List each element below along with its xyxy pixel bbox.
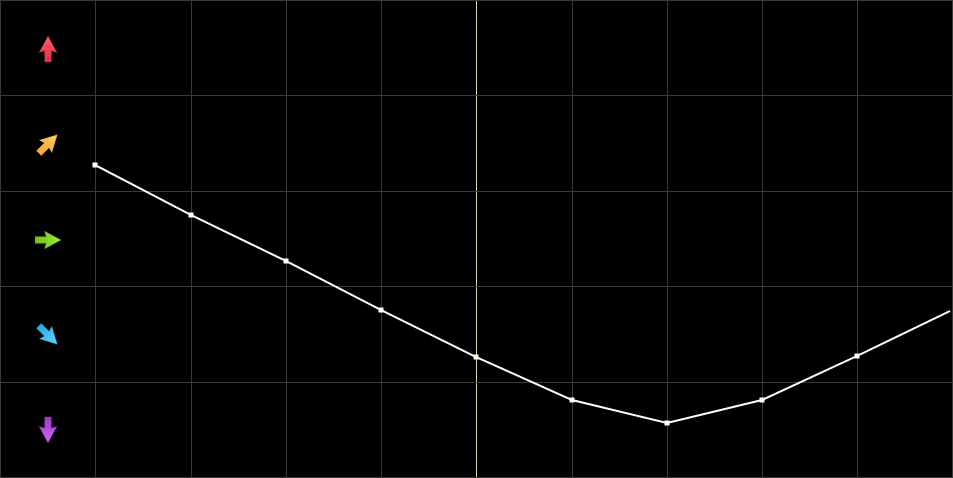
data-point-marker[interactable] <box>188 212 194 218</box>
data-point-marker[interactable] <box>664 420 670 426</box>
data-point-marker[interactable] <box>283 258 289 264</box>
arrow-body <box>35 134 57 156</box>
data-point-marker[interactable] <box>378 307 384 313</box>
arrow-right-icon <box>34 230 61 249</box>
data-point-marker[interactable] <box>92 162 98 168</box>
trend-polyline <box>94 164 951 425</box>
data-point-marker[interactable] <box>759 397 765 403</box>
trend-marker-group <box>92 162 860 426</box>
arrow-cell-north <box>0 1 95 96</box>
arrow-up-right-icon <box>35 134 57 156</box>
data-point-marker[interactable] <box>473 354 479 360</box>
arrow-up-icon <box>38 35 57 62</box>
arrow-cell-southeast <box>0 287 95 382</box>
arrow-body <box>35 322 57 344</box>
arrow-cell-northeast <box>0 96 95 191</box>
arrow-body <box>38 35 57 62</box>
arrow-body <box>38 416 57 443</box>
data-point-marker[interactable] <box>854 353 860 359</box>
data-point-marker[interactable] <box>569 397 575 403</box>
arrow-down-right-icon <box>35 322 57 344</box>
arrow-gutter <box>0 0 95 478</box>
arrow-down-icon <box>38 416 57 443</box>
arrow-cell-south <box>0 382 95 477</box>
arrow-body <box>34 230 61 249</box>
arrow-cell-east <box>0 192 95 287</box>
